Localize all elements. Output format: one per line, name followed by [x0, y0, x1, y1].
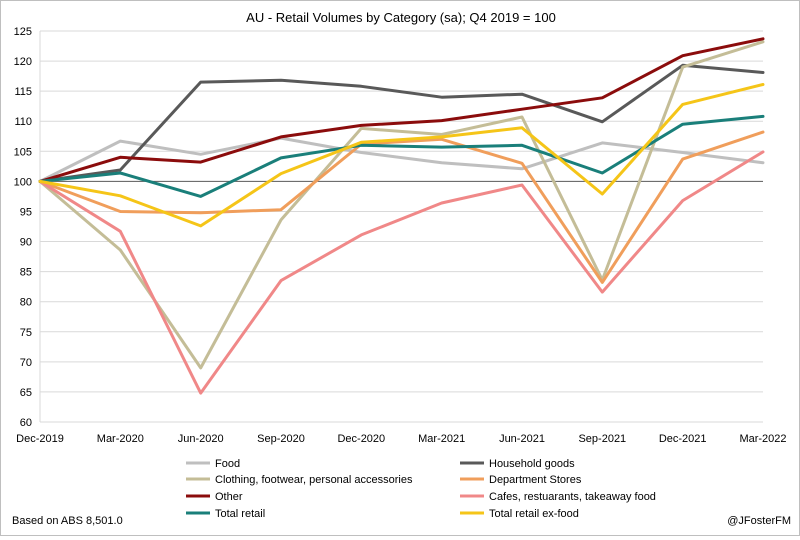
series-line-cafes-restuarants-takeaway-food	[38, 150, 765, 395]
legend-label-other: Other	[215, 491, 243, 503]
x-tick-label: Mar-2021	[418, 433, 465, 445]
y-tick-label: 105	[14, 146, 32, 158]
credit-note: @JFosterFM	[727, 515, 791, 527]
source-note: Based on ABS 8,501.0	[12, 515, 123, 527]
legend-label-clothing-footwear-personal-accessories: Clothing, footwear, personal accessories	[215, 474, 413, 486]
legend-label-household-goods: Household goods	[489, 458, 575, 470]
legend-label-total-retail: Total retail	[215, 508, 265, 520]
x-tick-label: Sep-2021	[578, 433, 626, 445]
series-lines	[38, 37, 765, 395]
y-tick-label: 120	[14, 56, 32, 68]
x-tick-label: Dec-2021	[659, 433, 707, 445]
x-tick-label: Dec-2019	[16, 433, 64, 445]
series-line-other	[38, 37, 765, 183]
grid-lines	[39, 30, 763, 423]
y-tick-label: 100	[14, 176, 32, 188]
legend-label-cafes-restuarants-takeaway-food: Cafes, restuarants, takeaway food	[489, 491, 656, 503]
x-axis-ticks: Dec-2019 Mar-2020 Jun-2020 Sep-2020 Dec-2020…	[16, 433, 786, 445]
x-tick-label: Mar-2022	[739, 433, 786, 445]
y-tick-label: 115	[14, 86, 32, 98]
legend-label-food: Food	[215, 458, 240, 470]
legend: Food Household goods Clothing, footwear, p…	[186, 458, 656, 520]
y-axis-ticks: 60 65 70 75 80 85 90 95 100 105 110 115 120 125	[14, 26, 32, 429]
legend-label-total-retail-ex-food: Total retail ex-food	[489, 508, 579, 520]
x-tick-label: Sep-2020	[257, 433, 305, 445]
y-tick-label: 75	[20, 327, 32, 339]
y-tick-label: 95	[20, 206, 32, 218]
y-tick-label: 70	[20, 357, 32, 369]
y-tick-label: 80	[20, 297, 32, 309]
chart-title: AU - Retail Volumes by Category (sa); Q4…	[246, 10, 556, 25]
x-tick-label: Jun-2021	[499, 433, 545, 445]
y-tick-label: 65	[20, 387, 32, 399]
x-tick-label: Jun-2020	[178, 433, 224, 445]
series-line-household-goods	[38, 63, 765, 183]
x-tick-label: Mar-2020	[97, 433, 144, 445]
y-tick-label: 125	[14, 26, 32, 38]
y-tick-label: 85	[20, 267, 32, 279]
y-tick-label: 90	[20, 237, 32, 249]
x-tick-label: Dec-2020	[337, 433, 385, 445]
series-line-total-retail-ex-food	[38, 83, 765, 228]
y-tick-label: 110	[14, 116, 32, 128]
y-tick-label: 60	[20, 417, 32, 429]
legend-label-department-stores: Department Stores	[489, 474, 582, 486]
